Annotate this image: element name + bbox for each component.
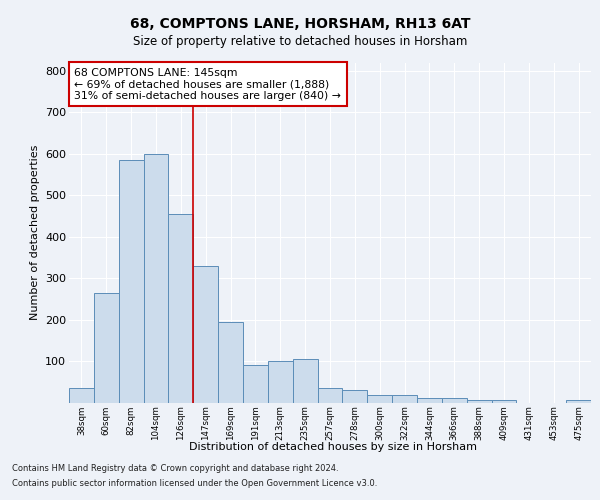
Bar [94,292,119,403]
Text: Distribution of detached houses by size in Horsham: Distribution of detached houses by size … [189,442,477,452]
Bar [343,390,367,402]
Bar [293,359,317,403]
Bar [467,400,491,402]
Text: Contains public sector information licensed under the Open Government Licence v3: Contains public sector information licen… [12,479,377,488]
Bar [243,365,268,403]
Bar [442,398,467,402]
Bar [69,388,94,402]
Y-axis label: Number of detached properties: Number of detached properties [29,145,40,320]
Bar [268,361,293,403]
Text: Contains HM Land Registry data © Crown copyright and database right 2024.: Contains HM Land Registry data © Crown c… [12,464,338,473]
Bar [317,388,343,402]
Bar [491,400,517,402]
Text: Size of property relative to detached houses in Horsham: Size of property relative to detached ho… [133,35,467,48]
Bar [143,154,169,402]
Bar [367,396,392,402]
Bar [218,322,243,402]
Bar [417,398,442,402]
Bar [193,266,218,402]
Bar [119,160,143,402]
Bar [392,396,417,402]
Text: 68 COMPTONS LANE: 145sqm
← 69% of detached houses are smaller (1,888)
31% of sem: 68 COMPTONS LANE: 145sqm ← 69% of detach… [74,68,341,101]
Bar [566,400,591,402]
Text: 68, COMPTONS LANE, HORSHAM, RH13 6AT: 68, COMPTONS LANE, HORSHAM, RH13 6AT [130,18,470,32]
Bar [169,214,193,402]
